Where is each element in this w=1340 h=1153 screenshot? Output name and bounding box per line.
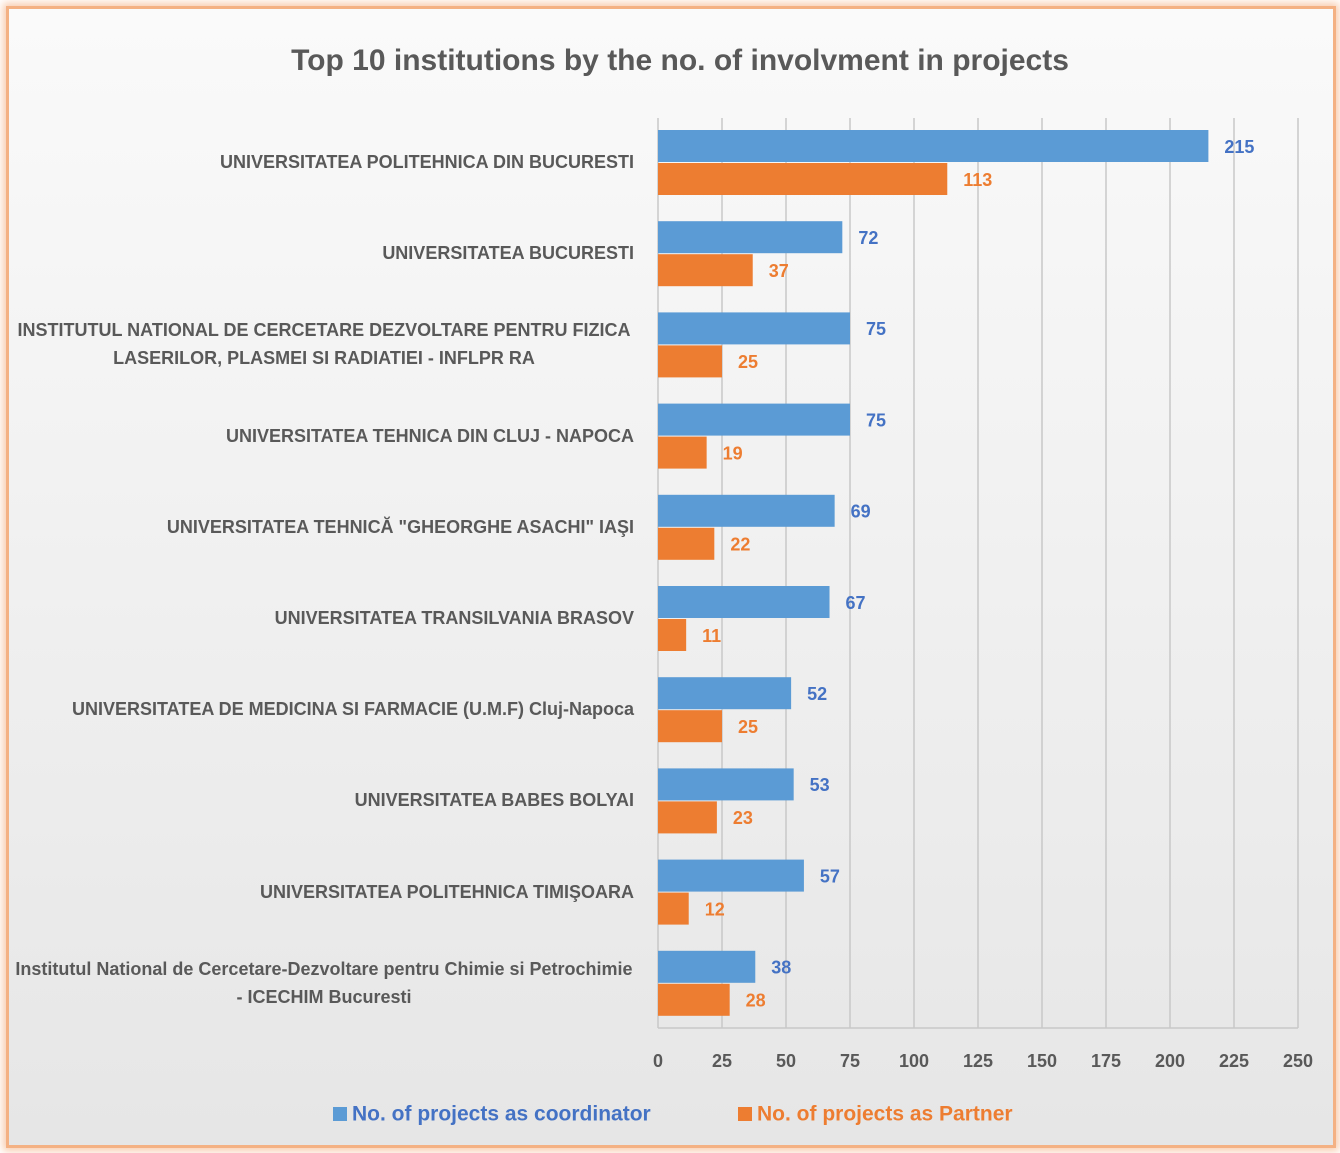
- legend-swatch: [333, 1107, 347, 1121]
- category-label: UNIVERSITATEA TRANSILVANIA BRASOV: [14, 604, 634, 632]
- data-label: 25: [738, 352, 758, 372]
- bar: [658, 130, 1209, 162]
- category-label: INSTITUTUL NATIONAL DE CERCETARE DEZVOLT…: [14, 316, 634, 372]
- category-text: INSTITUTUL NATIONAL DE CERCETARE DEZVOLT…: [17, 320, 631, 369]
- category-text: UNIVERSITATEA POLITEHNICA DIN BUCURESTI: [219, 152, 634, 172]
- data-label: 57: [820, 866, 840, 886]
- bar: [658, 859, 804, 892]
- category-text: UNIVERSITATEA BUCURESTI: [382, 243, 634, 264]
- category-text: UNIVERSITATEA TEHNICA DIN CLUJ - NAPOCA: [225, 425, 634, 446]
- data-label: 19: [723, 443, 743, 463]
- bar: [658, 163, 948, 195]
- data-label: 12: [705, 899, 725, 919]
- bar: [658, 892, 689, 925]
- bar: [658, 586, 830, 618]
- x-tick-label: 125: [963, 1051, 993, 1071]
- bar: [658, 221, 843, 254]
- bar: [658, 254, 753, 287]
- category-text: UNIVERSITATEA POLITEHNICA TIMIŞOARA: [259, 881, 634, 902]
- category-label: UNIVERSITATEA TEHNICĂ "GHEORGHE ASACHI" …: [14, 513, 634, 541]
- bar: [658, 768, 794, 801]
- chart-title: Top 10 institutions by the no. of involv…: [291, 44, 1069, 77]
- data-label: 72: [858, 228, 878, 248]
- x-tick-label: 75: [840, 1051, 860, 1071]
- bar: [658, 345, 722, 378]
- category-label: UNIVERSITATEA BUCURESTI: [14, 239, 634, 267]
- bar: [658, 801, 717, 834]
- data-label: 37: [769, 261, 789, 281]
- data-label: 75: [866, 319, 886, 339]
- legend-label: No. of projects as coordinator: [352, 1103, 651, 1126]
- x-tick-label: 200: [1155, 1051, 1185, 1071]
- category-label: UNIVERSITATEA BABES BOLYAI: [14, 786, 634, 814]
- bar: [658, 312, 850, 345]
- bar: [658, 677, 792, 710]
- data-label: 113: [963, 170, 992, 190]
- legend-label: No. of projects as Partner: [757, 1103, 1013, 1126]
- x-tick-label: 250: [1283, 1051, 1313, 1071]
- data-label: 25: [738, 717, 758, 737]
- category-label: Institutul National de Cercetare-Dezvolt…: [14, 955, 634, 1011]
- bar: [658, 619, 687, 651]
- x-tick-label: 225: [1219, 1051, 1249, 1071]
- bar: [658, 436, 707, 469]
- category-label: UNIVERSITATEA POLITEHNICA DIN BUCURESTI: [14, 148, 634, 176]
- legend-swatch: [738, 1107, 752, 1121]
- bar: [658, 983, 730, 1016]
- category-text: UNIVERSITATEA BABES BOLYAI: [354, 790, 634, 811]
- category-text: Institutul National de Cercetare-Dezvolt…: [15, 958, 633, 1007]
- x-tick-label: 50: [776, 1051, 796, 1071]
- category-text: UNIVERSITATEA DE MEDICINA SI FARMACIE (U…: [71, 699, 634, 720]
- bar: [658, 403, 850, 436]
- data-label: 38: [771, 958, 791, 978]
- bar: [658, 494, 835, 527]
- bar: [658, 710, 722, 743]
- data-label: 22: [730, 535, 750, 555]
- category-text: UNIVERSITATEA TEHNICĂ "GHEORGHE ASACHI" …: [166, 516, 634, 537]
- data-label: 28: [746, 991, 766, 1011]
- category-label: UNIVERSITATEA TEHNICA DIN CLUJ - NAPOCA: [14, 422, 634, 450]
- data-label: 11: [702, 626, 721, 646]
- data-label: 215: [1224, 137, 1254, 157]
- data-label: 69: [851, 502, 871, 522]
- x-tick-label: 0: [653, 1051, 663, 1071]
- bar: [658, 950, 756, 983]
- category-label: UNIVERSITATEA DE MEDICINA SI FARMACIE (U…: [14, 695, 634, 723]
- data-label: 75: [866, 410, 886, 430]
- x-tick-label: 100: [899, 1051, 929, 1071]
- data-label: 23: [733, 808, 753, 828]
- bar: [658, 527, 715, 560]
- data-label: 52: [807, 684, 827, 704]
- data-label: 67: [846, 593, 866, 613]
- x-tick-label: 150: [1027, 1051, 1057, 1071]
- category-text: UNIVERSITATEA TRANSILVANIA BRASOV: [274, 608, 634, 628]
- category-label: UNIVERSITATEA POLITEHNICA TIMIŞOARA: [14, 878, 634, 906]
- x-tick-label: 25: [712, 1051, 732, 1071]
- x-tick-label: 175: [1091, 1051, 1121, 1071]
- data-label: 53: [810, 775, 830, 795]
